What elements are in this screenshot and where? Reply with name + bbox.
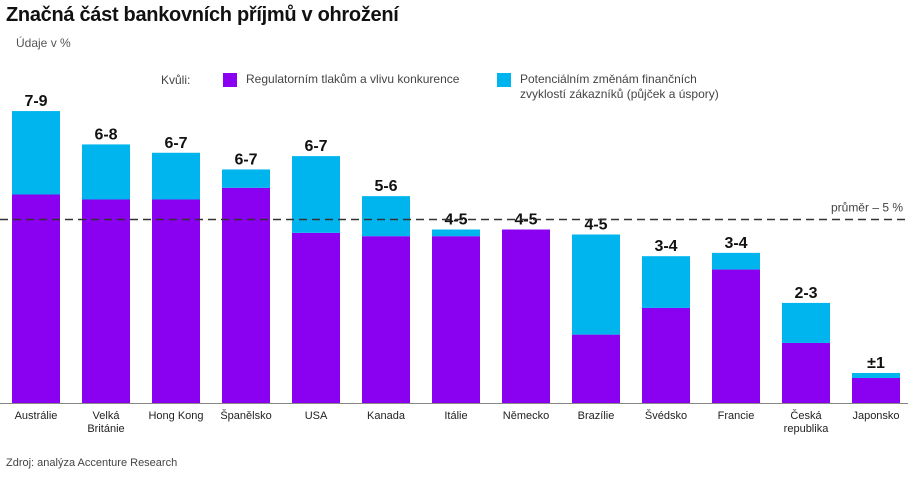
category-label: Švédsko — [645, 409, 687, 422]
bar-segment-customer — [432, 229, 480, 237]
bar-segment-regulatory — [502, 229, 550, 403]
category-label: USA — [305, 410, 328, 422]
legend-label-customer: Potenciálním změnám finančních zvyklostí… — [520, 72, 719, 102]
category-label: Kanada — [367, 410, 406, 422]
bar-segment-regulatory — [782, 342, 830, 403]
legend-swatch-regulatory — [223, 73, 237, 87]
bar-segment-customer — [712, 252, 760, 270]
bar-segment-customer — [152, 152, 200, 200]
category-label: Německo — [503, 410, 549, 422]
category-label: Hong Kong — [148, 410, 203, 422]
bar-segment-regulatory — [82, 199, 130, 403]
category-label: Británie — [87, 423, 124, 435]
bar-segment-customer — [82, 144, 130, 200]
bar-segment-regulatory — [642, 307, 690, 403]
bar-segment-regulatory — [572, 334, 620, 403]
bar-segment-customer — [572, 234, 620, 335]
value-label: 6-8 — [94, 126, 117, 143]
legend-item-regulatory: Regulatorním tlakům a vlivu konkurence — [223, 72, 459, 87]
legend-label-regulatory: Regulatorním tlakům a vlivu konkurence — [246, 72, 460, 86]
bar-segment-regulatory — [222, 187, 270, 403]
bar-segment-customer — [642, 256, 690, 308]
bar-segment-customer — [782, 302, 830, 343]
bar-segment-regulatory — [152, 199, 200, 403]
value-label: 2-3 — [794, 285, 817, 302]
value-label: ±1 — [867, 355, 885, 372]
value-label: 6-7 — [234, 151, 257, 168]
bar-segment-regulatory — [712, 269, 760, 403]
category-label: Brazílie — [578, 410, 615, 422]
bar-segment-regulatory — [12, 194, 60, 403]
average-reference-label: průměr – 5 % — [831, 201, 903, 215]
category-label: Francie — [718, 410, 755, 422]
value-label: 3-4 — [724, 235, 747, 252]
value-label: 3-4 — [654, 238, 677, 255]
bar-segment-customer — [222, 169, 270, 188]
bar-segment-regulatory — [362, 236, 410, 403]
chart-title: Značná část bankovních příjmů v ohrožení — [6, 4, 399, 26]
legend-label-customer-line1: Potenciálním změnám finančních — [520, 72, 697, 86]
category-label: Itálie — [444, 410, 467, 422]
category-label: Velká — [93, 410, 121, 422]
category-label: republika — [784, 423, 830, 435]
chart-subtitle: Údaje v % — [16, 36, 71, 50]
bar-segment-regulatory — [292, 232, 340, 403]
source-note: Zdroj: analýza Accenture Research — [6, 457, 178, 469]
value-label: 6-7 — [164, 135, 187, 152]
legend-swatch-customer — [497, 73, 511, 87]
bar-segment-customer — [292, 156, 340, 233]
value-label: 5-6 — [374, 178, 397, 195]
category-label: Austrálie — [15, 410, 58, 422]
legend-label-customer-line2: zvyklostí zákazníků (půjček a úspory) — [520, 87, 719, 101]
bar-segment-regulatory — [852, 377, 900, 403]
bar-segment-customer — [852, 372, 900, 378]
bar-segment-customer — [362, 196, 410, 237]
value-label: 6-7 — [304, 138, 327, 155]
value-label: 7-9 — [24, 93, 47, 110]
category-label: Španělsko — [220, 409, 271, 422]
legend-lead: Kvůli: — [161, 73, 191, 87]
category-label: Česká — [790, 409, 822, 422]
legend-item-customer: Potenciálním změnám finančních zvyklostí… — [497, 72, 719, 102]
category-label: Japonsko — [852, 410, 899, 422]
bar-segment-customer — [12, 111, 60, 195]
bar-segment-regulatory — [432, 236, 480, 403]
value-label: 4-5 — [584, 217, 607, 234]
